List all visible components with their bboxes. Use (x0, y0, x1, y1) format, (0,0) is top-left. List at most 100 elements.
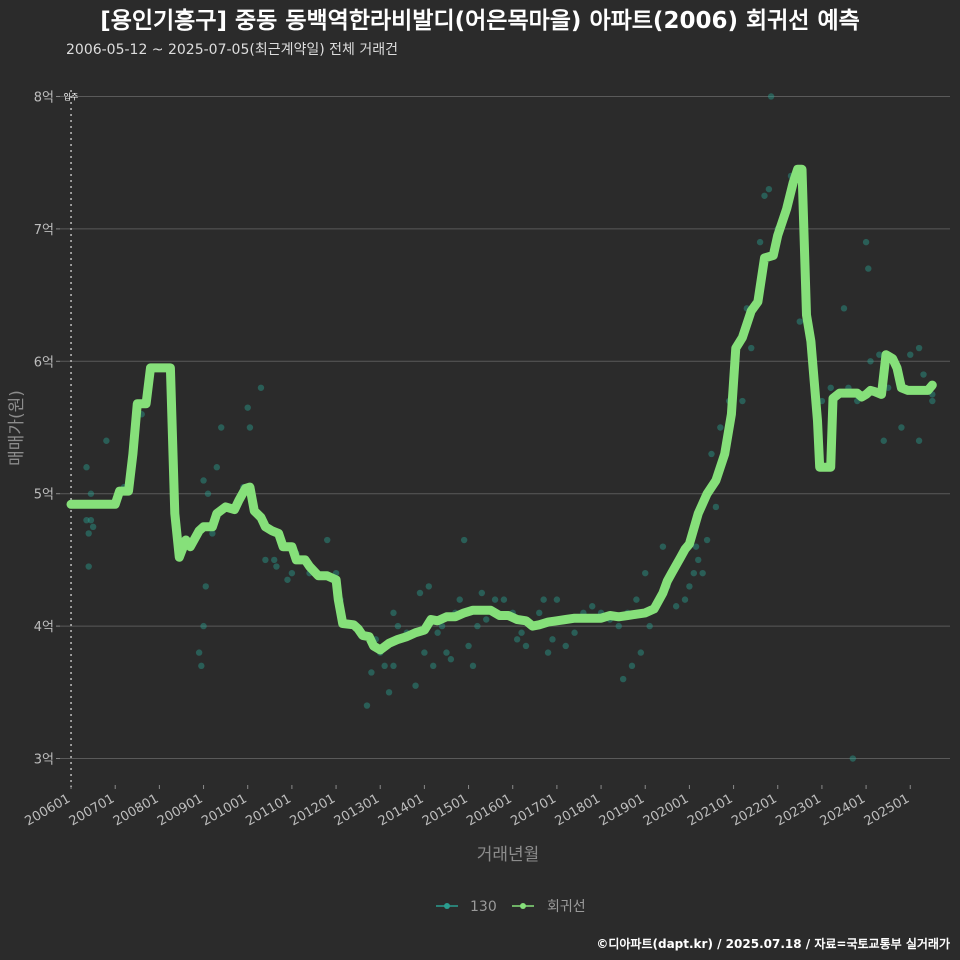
x-tick-label: 201501 (420, 791, 470, 829)
scatter-point (246, 424, 254, 431)
x-tick-label: 200901 (155, 791, 205, 829)
y-axis: 3억 4억 5억 6억 7억 8억 (34, 90, 60, 768)
scatter-point (748, 344, 755, 352)
x-tick-label: 201101 (243, 791, 293, 829)
scatter-point (416, 589, 424, 597)
scatter-point (368, 669, 375, 676)
scatter-point (87, 516, 95, 524)
scatter-point (540, 596, 547, 603)
scatter-point (271, 556, 278, 564)
scatter-point (628, 662, 636, 670)
y-tick-label: 4억 (34, 620, 54, 635)
y-tick-label: 6억 (34, 355, 54, 370)
scatter-point (460, 536, 468, 544)
scatter-point (85, 563, 92, 570)
x-tick-label: 201001 (199, 791, 249, 829)
scatter-point (195, 649, 203, 656)
x-tick-label: 202401 (818, 791, 868, 829)
x-tick-label: 200801 (111, 791, 161, 829)
scatter-point (562, 642, 569, 650)
scatter-point (765, 185, 773, 193)
legend-label-line: 회귀선 (547, 899, 586, 915)
y-axis-title: 매매가(원) (7, 390, 27, 466)
move-in-label: 입주 (64, 92, 79, 101)
x-tick-label: 200701 (67, 791, 117, 829)
scatter-point (390, 662, 397, 670)
scatter-point (443, 649, 450, 656)
scatter-point (438, 622, 446, 630)
scatter-point (915, 437, 923, 444)
scatter-point (717, 424, 724, 431)
scatter-point (381, 662, 388, 670)
scatter-point (244, 404, 251, 411)
scatter-point (421, 649, 428, 656)
scatter-point (536, 609, 543, 617)
scatter-point (200, 477, 207, 484)
scatter-point (692, 543, 700, 550)
chart-subtitle: 2006-05-12 ~ 2025-07-05(최근계약일) 전체 거래건 (66, 42, 398, 58)
scatter-point (695, 556, 702, 564)
scatter-point (213, 464, 220, 471)
scatter-point (262, 556, 269, 564)
scatter-point (767, 93, 775, 100)
scatter-point (907, 351, 914, 358)
scatter-point (202, 583, 209, 590)
scatter-point (434, 629, 441, 636)
scatter-point (880, 437, 887, 444)
x-tick-label: 202001 (641, 791, 691, 829)
x-tick-label: 201701 (508, 791, 558, 829)
scatter-point (425, 583, 433, 590)
scatter-point (518, 629, 525, 636)
scatter-point (412, 682, 419, 689)
scatter-point (920, 371, 927, 378)
scatter-point (385, 689, 393, 696)
scatter-point (478, 589, 486, 597)
y-tick-label: 3억 (34, 753, 54, 768)
scatter-point (840, 305, 848, 312)
scatter-point (827, 384, 834, 391)
scatter-series (83, 93, 936, 762)
x-axis: 2006012007012008012009012010012011012012… (23, 785, 912, 829)
scatter-point (686, 583, 693, 590)
scatter-point (474, 622, 481, 630)
scatter-point (87, 490, 95, 497)
legend-swatch-dot (520, 903, 526, 909)
scatter-point (85, 530, 92, 537)
scatter-point (633, 596, 640, 603)
scatter-point (739, 397, 746, 405)
scatter-point (483, 616, 490, 623)
scatter-point (204, 490, 212, 497)
scatter-point (469, 662, 477, 670)
scatter-point (867, 358, 874, 365)
scatter-point (363, 702, 371, 709)
scatter-point (491, 596, 499, 603)
x-tick-label: 201901 (597, 791, 647, 829)
x-tick-label: 201301 (332, 791, 382, 829)
y-tick-label: 7억 (34, 223, 54, 238)
scatter-point (796, 318, 804, 325)
x-tick-label: 201201 (288, 791, 338, 829)
chart-title: [용인기흥구] 중동 동백역한라비발디(어은목마을) 아파트(2006) 회귀선… (100, 8, 860, 34)
scatter-point (637, 649, 645, 656)
x-tick-label: 201401 (376, 791, 426, 829)
scatter-point (703, 536, 711, 544)
scatter-point (681, 596, 689, 603)
scatter-point (619, 675, 627, 683)
scatter-point (929, 397, 936, 405)
legend-swatch-dot (444, 903, 450, 909)
scatter-point (465, 642, 472, 650)
source-caption: ©디아파트(dapt.kr) / 2025.07.18 / 자료=국토교통부 실… (596, 936, 950, 951)
scatter-point (500, 596, 508, 603)
scatter-point (761, 192, 768, 199)
y-tick-label: 8억 (34, 90, 54, 105)
scatter-point (849, 755, 857, 762)
scatter-point (103, 437, 110, 444)
scatter-point (915, 344, 923, 352)
scatter-point (862, 238, 870, 246)
scatter-point (571, 629, 578, 636)
scatter-point (898, 424, 905, 431)
scatter-point (288, 569, 296, 577)
scatter-point (447, 656, 455, 663)
gridlines (60, 95, 950, 760)
